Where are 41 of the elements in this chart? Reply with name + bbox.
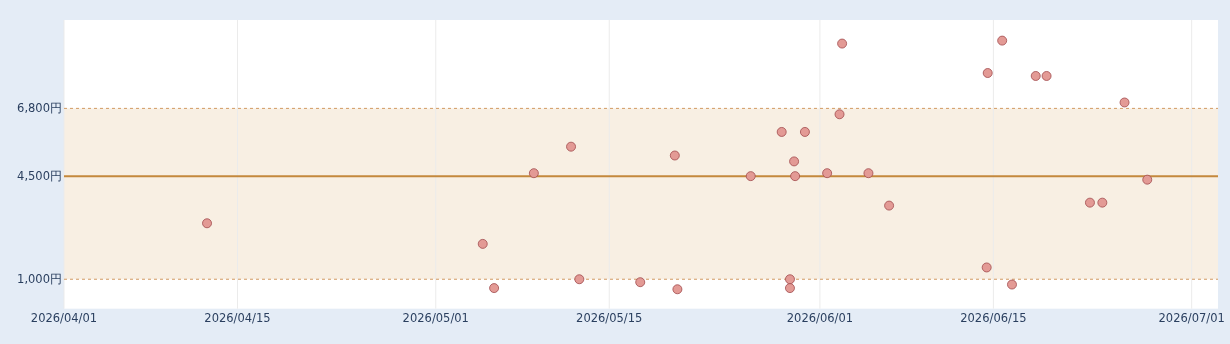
point — [834, 109, 845, 120]
point — [884, 200, 894, 211]
x-tick-label: 2026/06/15 — [960, 311, 1027, 325]
point — [790, 171, 801, 182]
x-tick-label: 2026/04/15 — [204, 311, 271, 325]
x-tick-label: 2026/05/15 — [576, 311, 643, 325]
point — [528, 168, 539, 179]
point — [785, 283, 795, 293]
y-tick-label: 1,000円 — [17, 272, 62, 287]
point — [863, 168, 874, 179]
point — [574, 274, 585, 285]
point — [745, 171, 756, 182]
point — [669, 150, 680, 161]
point — [800, 127, 810, 137]
point — [1142, 174, 1153, 185]
point — [776, 127, 787, 137]
point — [1030, 71, 1041, 81]
x-tick-label: 2026/06/01 — [786, 311, 854, 325]
point — [477, 238, 488, 249]
point — [837, 38, 848, 49]
point — [1007, 279, 1017, 290]
point — [1041, 71, 1052, 81]
x-tick-label: 2026/05/01 — [402, 311, 469, 325]
point — [785, 274, 795, 285]
point — [566, 141, 576, 152]
point — [822, 168, 833, 179]
point — [997, 35, 1008, 46]
point — [202, 218, 212, 229]
x-tick-label: 2026/04/01 — [30, 311, 98, 325]
point — [982, 68, 993, 78]
point — [981, 262, 992, 273]
point — [1119, 97, 1130, 108]
point — [1097, 197, 1108, 208]
y-tick-label: 6,800円 — [17, 101, 62, 116]
point — [789, 156, 799, 167]
point — [635, 277, 646, 288]
point — [672, 284, 683, 295]
x-tick-label: 2026/07/01 — [1158, 311, 1225, 325]
point — [489, 283, 499, 293]
y-tick-label: 4,500円 — [17, 169, 62, 184]
point — [1085, 197, 1095, 208]
